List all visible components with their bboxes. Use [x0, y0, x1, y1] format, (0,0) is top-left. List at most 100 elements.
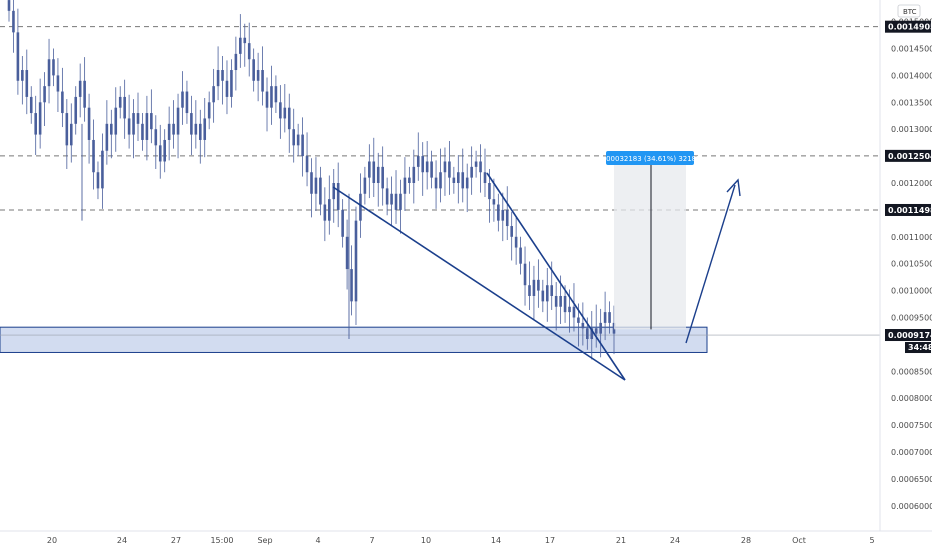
candle-body	[154, 129, 158, 146]
measure-box[interactable]	[614, 155, 686, 330]
countdown-tag	[905, 342, 931, 354]
time-axis[interactable]: 20 24 27 15:00 Sep 4 7 10 14 17 21 24 28 Oct 5	[0, 530, 932, 545]
candle-body	[554, 295, 558, 307]
currency-badge[interactable]	[897, 4, 921, 18]
candle-body	[247, 43, 251, 60]
candle-body	[234, 53, 238, 71]
candle-body	[479, 161, 482, 173]
wedge-lower-trendline[interactable]	[332, 186, 626, 381]
candle-body	[608, 312, 611, 323]
candle-body	[368, 161, 371, 178]
price-range-measure[interactable]: 0.00032183 (34.61%) 32183	[599, 151, 701, 330]
measure-label-box	[606, 151, 694, 165]
support-zone-box[interactable]	[0, 326, 708, 353]
candle-body	[194, 123, 198, 135]
candle-body	[74, 96, 78, 124]
candle-body	[483, 172, 487, 183]
candle-body	[474, 161, 478, 167]
candle-body	[25, 70, 29, 97]
candle-body	[239, 37, 242, 54]
candle-body	[167, 123, 171, 140]
candle-body	[314, 177, 318, 194]
candle-body	[510, 226, 513, 237]
projection-arrow-line[interactable]	[685, 184, 736, 344]
candle-body	[332, 183, 336, 200]
level-price-tag	[885, 149, 931, 162]
candle-body	[363, 177, 367, 194]
x-tick-label: Sep	[257, 536, 272, 545]
candle-body	[572, 306, 576, 318]
candle-body	[505, 209, 509, 227]
candle-body	[434, 177, 438, 189]
level-price-tag	[885, 20, 931, 33]
candle-body	[501, 209, 505, 221]
candle-body	[92, 139, 95, 173]
candle-body	[150, 113, 153, 130]
support-zone[interactable]	[0, 326, 708, 353]
candle-body	[265, 91, 269, 108]
candle-body	[21, 70, 24, 81]
candle-body	[145, 113, 149, 140]
candle-body	[394, 193, 398, 210]
candle-body	[69, 123, 73, 146]
candle-body	[56, 75, 60, 92]
candle-body	[198, 123, 202, 140]
candle-body	[465, 177, 469, 189]
candle-body	[448, 161, 451, 178]
candle-body	[359, 193, 362, 221]
pattern-drawings[interactable]	[332, 172, 741, 381]
candle-body	[345, 236, 349, 270]
candle-body	[523, 263, 527, 286]
wedge-upper-trendline[interactable]	[486, 172, 626, 381]
candle-body	[350, 269, 353, 302]
x-tick-label: 5	[869, 536, 874, 545]
candle-body	[270, 86, 273, 108]
candle-body	[416, 156, 420, 167]
candle-body	[323, 204, 327, 221]
candle-body	[181, 91, 184, 108]
x-tick-label: 4	[315, 536, 320, 545]
candle-body	[594, 328, 598, 334]
candle-body	[390, 193, 393, 205]
candle-body	[47, 59, 51, 87]
level-price-label: 0.00149055	[888, 23, 932, 32]
candle-body	[176, 107, 180, 135]
candle-body	[172, 123, 175, 135]
candle-body	[292, 129, 296, 146]
candle-body	[470, 166, 473, 178]
candle-body	[101, 150, 104, 189]
candle-body	[190, 113, 193, 135]
candle-body	[65, 113, 69, 146]
candle-body	[12, 10, 15, 33]
candle-body	[492, 199, 496, 205]
candle-body	[105, 123, 109, 151]
candle-body	[354, 220, 358, 302]
current-price-tag	[885, 329, 931, 342]
projection-arrow-head[interactable]	[726, 178, 741, 197]
x-tick-label: 7	[369, 536, 374, 545]
candle-body	[243, 37, 247, 44]
candle-body	[185, 91, 189, 114]
candle-body	[514, 236, 518, 248]
candle-body	[439, 172, 442, 189]
candle-body	[114, 107, 118, 135]
candle-body	[341, 209, 344, 237]
candle-body	[132, 113, 135, 135]
candle-body	[163, 139, 166, 162]
price-axis[interactable]: 0.001500000.001450000.001400000.00135000…	[879, 0, 932, 531]
candle-body	[425, 161, 429, 173]
candle-body	[577, 317, 580, 323]
candle-body	[16, 32, 20, 81]
candle-body	[123, 96, 126, 119]
candle-body	[29, 96, 33, 114]
candle-body	[158, 145, 162, 162]
